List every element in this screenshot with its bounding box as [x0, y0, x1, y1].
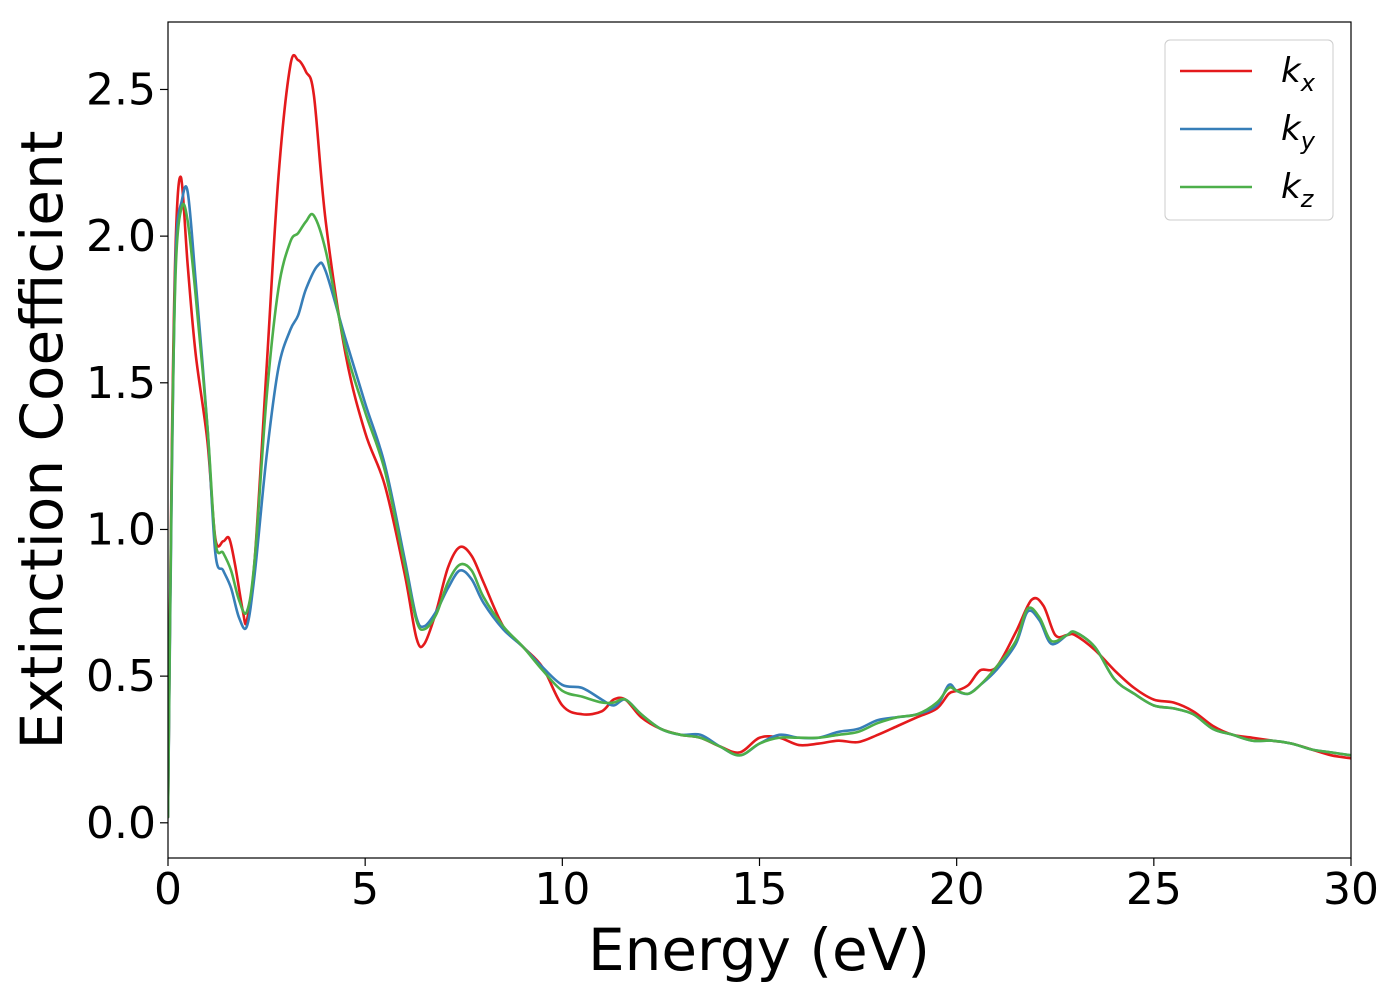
y-tick-label: 1.0 — [86, 504, 156, 555]
series-line-z — [168, 202, 1351, 819]
y-axis-title: Extinction Coefficient — [8, 131, 76, 750]
legend-label-y: ky — [1281, 109, 1316, 155]
x-tick-label: 10 — [534, 864, 590, 915]
y-tick-label: 1.5 — [86, 358, 156, 409]
y-axis: 0.0 0.5 1.0 1.5 2.0 2.5 — [86, 64, 168, 849]
legend-label-z: kz — [1281, 167, 1315, 213]
x-tick-label: 0 — [154, 864, 182, 915]
x-tick-label: 20 — [929, 864, 985, 915]
y-tick-label: 2.0 — [86, 211, 156, 262]
legend: kx ky kz — [1164, 39, 1334, 221]
x-tick-label: 30 — [1323, 864, 1379, 915]
x-tick-label: 25 — [1126, 864, 1182, 915]
y-tick-label: 0.5 — [86, 651, 156, 702]
legend-label-x: kx — [1281, 51, 1316, 97]
y-tick-label: 0.0 — [86, 798, 156, 849]
x-axis: 0 5 10 15 20 25 30 — [154, 858, 1379, 915]
x-axis-title: Energy (eV) — [588, 916, 930, 984]
y-tick-label: 2.5 — [86, 64, 156, 115]
x-tick-label: 5 — [351, 864, 379, 915]
series-layer — [168, 53, 1351, 819]
x-tick-label: 15 — [732, 864, 788, 915]
series-line-x — [168, 53, 1351, 819]
